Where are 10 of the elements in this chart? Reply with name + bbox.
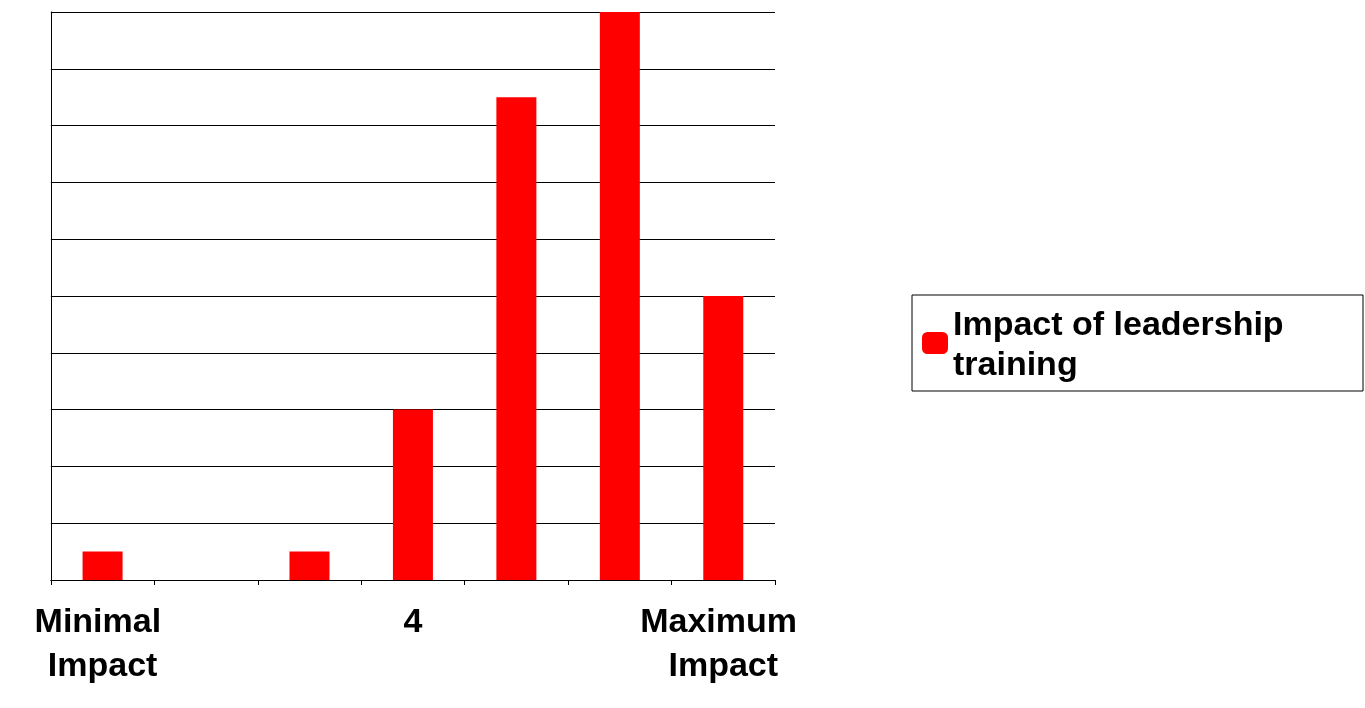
bar: [289, 551, 330, 580]
bar: [599, 12, 640, 580]
bar: [82, 551, 123, 580]
bar: [392, 409, 433, 580]
x-tick-label: Maximum Impact: [640, 601, 807, 683]
x-tick-label: 4: [403, 601, 423, 639]
bar: [496, 97, 537, 580]
bar: [703, 296, 744, 580]
legend-label: Impact of leadership training: [953, 304, 1294, 382]
x-tick-label: Minimal Impact: [34, 601, 171, 683]
